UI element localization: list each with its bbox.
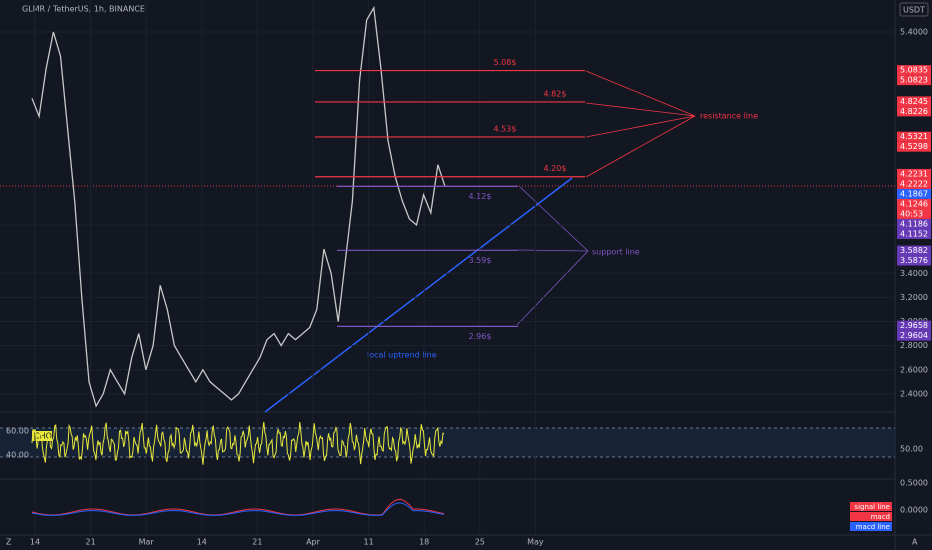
price-badge-label: 4.8226 — [900, 107, 928, 116]
price-badge — [897, 255, 931, 266]
price-badge — [897, 208, 931, 219]
price-badge-label: 4.1152 — [900, 229, 928, 238]
level-label: 4.12$ — [469, 192, 492, 201]
currency: USDT — [903, 6, 925, 15]
chop-tick: 40.00 — [6, 451, 29, 460]
x-tick-label: Mar — [139, 538, 155, 547]
price-badge — [897, 96, 931, 107]
macd-legend: signal line macd macd line — [850, 502, 892, 531]
uptrend-line — [264, 177, 573, 413]
price-badge — [897, 198, 931, 209]
macd-line — [31, 502, 445, 516]
level-label: 3.59$ — [469, 256, 492, 265]
price-badge — [897, 65, 931, 76]
price-badge-label: 5.0835 — [900, 66, 928, 75]
price-badge-label: 2.9604 — [900, 331, 928, 340]
price-badge — [897, 106, 931, 117]
legend-label: signal line — [854, 503, 890, 511]
macd-tick: 0.5000 — [900, 479, 928, 488]
price-badge-label: 4.1186 — [900, 219, 928, 228]
price-badge-label: 4.2222 — [900, 179, 928, 188]
price-badge-label: 3.5876 — [900, 256, 928, 265]
level-label: 2.96$ — [469, 332, 492, 341]
y-tick-label: 3.4000 — [900, 269, 928, 278]
price-badge — [897, 131, 931, 142]
currency-box[interactable] — [899, 2, 929, 17]
corner-label[interactable]: Z — [6, 538, 12, 547]
support-arrows — [516, 186, 589, 326]
price-badge — [897, 168, 931, 179]
chop-tick: 60.00 — [6, 427, 29, 436]
chop-line — [31, 421, 445, 465]
price-badge-label: 2.9658 — [900, 321, 928, 330]
x-tick-label: 18 — [419, 538, 429, 547]
x-tick-label: 21 — [86, 538, 96, 547]
price-badge — [897, 245, 931, 256]
level-label: 4.53$ — [494, 124, 517, 133]
price-badge-label: 3.5882 — [900, 246, 928, 255]
price-badge-label: 4.5321 — [900, 132, 928, 141]
price-badge-label: 4.1867 — [900, 189, 928, 198]
price-badge-label: 4.5298 — [900, 142, 928, 151]
price-badge-label: 4.1246 — [900, 199, 928, 208]
y-tick-label: 2.8000 — [900, 341, 928, 350]
legend-label: macd line — [856, 523, 890, 531]
price-badge — [897, 141, 931, 152]
price-badge — [897, 320, 931, 331]
legend-swatch — [850, 522, 892, 531]
legend-swatch — [850, 502, 892, 511]
price-badge — [897, 75, 931, 86]
price-badge — [897, 228, 931, 239]
macd-tick: 0.0000 — [900, 506, 928, 515]
price-badge — [897, 178, 931, 189]
y-tick-label: 2.4000 — [900, 389, 928, 398]
price-badge-label: 40:53 — [900, 209, 923, 218]
price-badge-label: 4.8245 — [900, 97, 928, 106]
resistance-arrows — [585, 70, 696, 178]
corner-label[interactable]: A — [912, 538, 918, 547]
level-label: 4.20$ — [544, 164, 567, 173]
x-tick-label: 11 — [364, 538, 374, 547]
price-badge-label: 5.0823 — [900, 76, 928, 85]
level-label: 5.08$ — [494, 58, 517, 67]
x-tick-label: May — [527, 538, 544, 547]
level-label: 4.82$ — [544, 89, 567, 98]
x-tick-label: Apr — [306, 538, 321, 547]
price-badge — [897, 330, 931, 341]
y-tick-label: 2.6000 — [900, 365, 928, 374]
x-tick-label: 14 — [197, 538, 207, 547]
legend-swatch — [850, 512, 892, 521]
legend-label: macd — [871, 513, 890, 521]
chop-name: CHOP — [34, 432, 57, 441]
resistance-label: resistance line — [700, 112, 758, 121]
y-tick-label: 5.4000 — [900, 27, 928, 36]
support-label: support line — [592, 248, 640, 257]
chop-band — [0, 428, 895, 457]
x-tick-label: 14 — [30, 538, 40, 547]
chart-title: GLMR / TetherUS, 1h, BINANCE — [22, 5, 145, 14]
price-badge-label: 4.2231 — [900, 169, 928, 178]
price-line — [31, 5, 446, 408]
price-badge — [897, 218, 931, 229]
price-badge — [897, 188, 931, 199]
y-tick-label: 3.2000 — [900, 293, 928, 302]
x-tick-label: 25 — [475, 538, 485, 547]
uptrend-label: local uptrend line — [367, 351, 437, 360]
x-tick-label: 21 — [252, 538, 262, 547]
chop-tick: 50.00 — [900, 445, 923, 454]
